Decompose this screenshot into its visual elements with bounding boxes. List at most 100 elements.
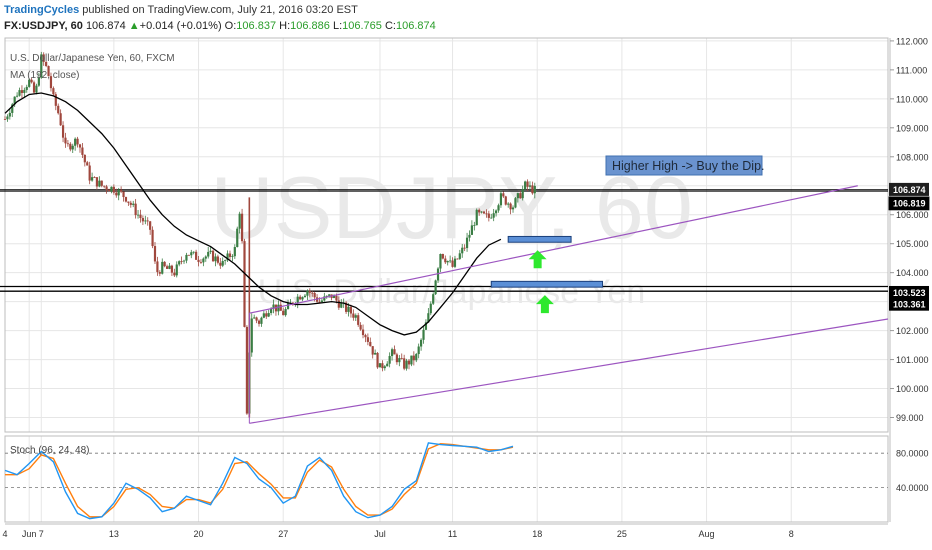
candle-body — [245, 326, 249, 414]
candle-body — [204, 256, 207, 259]
candle-body — [197, 259, 200, 262]
candle-body — [359, 324, 362, 330]
candle-body — [107, 189, 111, 192]
candle-body — [173, 272, 176, 276]
candle-body — [412, 355, 415, 361]
time-tick-label: 4 — [2, 529, 7, 539]
candle-body — [18, 90, 21, 96]
price-tick-label: 106.000 — [896, 210, 929, 220]
candle-body — [311, 292, 314, 294]
candle-body — [88, 165, 91, 181]
candle-body — [531, 185, 534, 194]
candle-body — [485, 213, 488, 215]
candle-body — [83, 154, 86, 163]
candle-body — [49, 76, 53, 89]
candle-body — [374, 352, 377, 355]
candle-body — [449, 260, 452, 262]
candle-body — [243, 241, 246, 327]
candle-body — [23, 89, 26, 93]
candle-body — [214, 256, 217, 262]
candle-body — [400, 358, 403, 359]
candle-body — [170, 265, 174, 273]
price-tick-label: 102.000 — [896, 326, 929, 336]
candle-body — [308, 290, 311, 293]
candle-body — [35, 85, 38, 93]
price-tick-label: 111.000 — [896, 65, 927, 75]
open-label: O: — [224, 20, 237, 32]
candle-body — [306, 290, 309, 296]
candle-body — [161, 261, 164, 274]
time-tick-label: 18 — [532, 529, 542, 539]
candle-body — [15, 95, 19, 97]
price-badge-label: 103.523 — [893, 288, 926, 298]
time-tick-label: Jul — [374, 529, 386, 539]
candle-body — [81, 147, 84, 155]
buy-zone-box — [507, 235, 572, 243]
candle-body — [59, 113, 62, 126]
price-tick-label: 108.000 — [896, 152, 929, 162]
candle-body — [207, 251, 210, 257]
time-tick-label: 13 — [109, 529, 119, 539]
candle-body — [78, 144, 82, 148]
candle-body — [390, 349, 394, 357]
price-badge-label: 106.874 — [893, 185, 926, 195]
candle-body — [61, 125, 65, 138]
candle-body — [100, 180, 103, 186]
price-tick-label: 100.000 — [896, 384, 929, 394]
candle-body — [383, 366, 386, 369]
candle-body — [202, 258, 205, 263]
candle-body — [141, 218, 144, 222]
candle-body — [357, 315, 360, 325]
candle-body — [74, 138, 77, 146]
candle-body — [366, 337, 369, 342]
candle-body — [153, 246, 157, 262]
candle-body — [144, 220, 147, 222]
candle-body — [250, 318, 253, 353]
candle-body — [318, 301, 321, 303]
candle-body — [492, 213, 495, 218]
candle-body — [429, 303, 432, 314]
candle-body — [190, 252, 193, 256]
candle-body — [320, 300, 324, 303]
price-badge-label: 103.361 — [893, 300, 926, 310]
candle-body — [64, 137, 67, 144]
candle-body — [165, 266, 169, 269]
candle-body — [453, 258, 457, 267]
candle-body — [57, 105, 60, 114]
candle-body — [45, 61, 48, 67]
candle-body — [388, 356, 391, 364]
price-tick-label: 99.000 — [896, 413, 924, 423]
author-link[interactable]: TradingCycles — [4, 4, 80, 16]
candle-body — [444, 258, 447, 263]
candle-body — [168, 265, 171, 269]
candle-body — [347, 306, 350, 312]
price-tick-label: 101.000 — [896, 355, 929, 365]
candle-body — [52, 88, 55, 95]
candle-body — [136, 214, 140, 216]
candle-body — [260, 317, 263, 324]
candle-body — [451, 260, 454, 267]
candle-body — [134, 203, 137, 216]
candle-body — [175, 264, 178, 276]
candle-body — [95, 177, 99, 187]
candle-body — [303, 295, 307, 298]
candle-body — [494, 210, 498, 214]
candle-body — [3, 119, 7, 120]
last-price: 106.874 — [85, 20, 126, 32]
candle-body — [403, 358, 406, 369]
candle-body — [180, 261, 183, 263]
up-arrow-icon: ▲ — [128, 20, 140, 32]
candle-body — [504, 196, 507, 205]
candle-body — [93, 177, 96, 178]
chart-title: U.S. Dollar/Japanese Yen, 60, FXCM — [10, 53, 175, 64]
candle-body — [30, 79, 33, 83]
candle-body — [272, 304, 275, 309]
candle-body — [398, 358, 401, 363]
candle-body — [516, 193, 519, 199]
price-badge — [889, 182, 929, 196]
candle-body — [132, 203, 135, 205]
candle-body — [182, 260, 186, 262]
candle-body — [393, 349, 396, 355]
candle-body — [480, 211, 483, 213]
